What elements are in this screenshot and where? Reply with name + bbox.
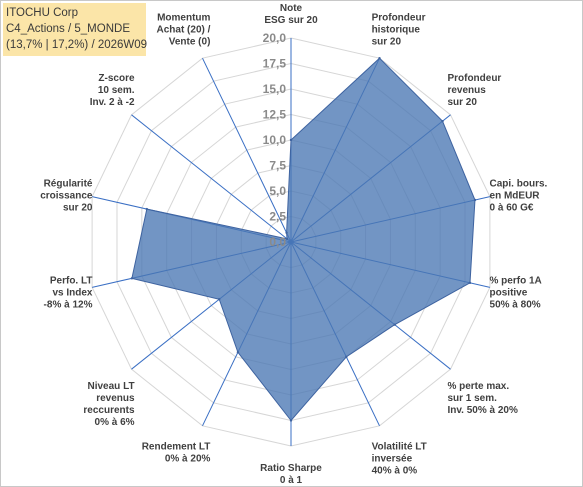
radar-axis-labels: Note ESG sur 20 Profondeur historique sur 20… bbox=[40, 3, 547, 486]
tick-label: 20,0 bbox=[263, 31, 287, 45]
tick-label: 0,0 bbox=[269, 235, 286, 249]
axis-label-line: Profondeur bbox=[447, 73, 501, 84]
axis-label-line: % perfo 1A bbox=[490, 276, 542, 287]
axis-label-line: % perte max. bbox=[447, 381, 509, 392]
axis-label-4: % perfo 1A positive 50% à 80% bbox=[490, 276, 542, 311]
axis-label-8: Rendement LT 0% à 20% bbox=[142, 441, 211, 464]
axis-label-6: Volatilité LT inversée 40% à 0% bbox=[372, 441, 427, 476]
axis-label-11: Régularité croissance sur 20 bbox=[40, 178, 93, 213]
axis-label-line: positive bbox=[490, 288, 528, 299]
axis-label-line: Perfo. LT bbox=[50, 276, 93, 287]
axis-label-line: sur 20 bbox=[372, 37, 402, 48]
axis-label-2: Profondeur revenus sur 20 bbox=[447, 73, 501, 108]
data-point-13 bbox=[285, 231, 288, 235]
axis-label-line: croissance bbox=[40, 190, 93, 201]
data-point-0 bbox=[289, 138, 293, 142]
axis-label-line: Vente (0) bbox=[169, 37, 211, 48]
axis-label-line: 40% à 0% bbox=[372, 465, 418, 476]
data-point-12 bbox=[285, 237, 289, 241]
tick-label: 15,0 bbox=[263, 82, 287, 96]
axis-label-0: Note ESG sur 20 bbox=[264, 3, 318, 26]
data-point-11 bbox=[145, 207, 149, 211]
spoke-12 bbox=[131, 114, 292, 243]
axis-label-line: sur 20 bbox=[447, 97, 477, 108]
axis-label-line: Note bbox=[280, 3, 303, 14]
axis-label-line: Volatilité LT bbox=[372, 441, 427, 452]
axis-label-line: Régularité bbox=[44, 178, 93, 189]
axis-label-line: Niveau LT bbox=[88, 381, 135, 392]
axis-label-line: reccurents bbox=[83, 405, 135, 416]
data-point-5 bbox=[393, 323, 396, 326]
company-name: ITOCHU Corp bbox=[6, 7, 78, 19]
axis-label-line: vs Index bbox=[52, 288, 92, 299]
tick-label: 10,0 bbox=[263, 133, 287, 147]
data-point-1 bbox=[378, 57, 381, 60]
axis-label-line: inversée bbox=[372, 453, 413, 464]
radar-series bbox=[130, 57, 477, 422]
data-point-3 bbox=[473, 198, 477, 202]
tick-label: 2,5 bbox=[269, 210, 286, 224]
tick-label: 7,5 bbox=[269, 159, 286, 173]
axis-label-3: Capi. bours. en MdEUR 0 à 60 G€ bbox=[490, 178, 548, 213]
axis-label-line: 0 à 1 bbox=[280, 475, 303, 486]
data-point-8 bbox=[236, 351, 240, 354]
axis-label-line: Inv. 2 à -2 bbox=[90, 97, 135, 108]
axis-label-line: en MdEUR bbox=[490, 190, 541, 201]
axis-label-10: Perfo. LT vs Index -8% à 12% bbox=[44, 276, 93, 311]
data-point-7 bbox=[289, 419, 293, 422]
category-label: C4_Actions / 5_MONDE bbox=[6, 23, 130, 35]
axis-label-line: 0 à 60 G€ bbox=[490, 202, 534, 213]
data-point-6 bbox=[345, 355, 348, 359]
axis-label-line: revenus bbox=[96, 393, 135, 404]
axis-label-line: Achat (20) / bbox=[157, 25, 211, 36]
data-point-2 bbox=[441, 119, 444, 123]
data-point-10 bbox=[130, 277, 134, 280]
axis-label-line: Z-score bbox=[98, 73, 135, 84]
axis-label-line: Inv. 50% à 20% bbox=[447, 405, 518, 416]
axis-label-7: Ratio Sharpe 0 à 1 bbox=[260, 463, 322, 486]
axis-label-line: Rendement LT bbox=[142, 441, 211, 452]
series-area bbox=[131, 57, 476, 422]
performance-week: (13,7% | 17,2%) / 2026W09 bbox=[6, 39, 148, 51]
tick-label: 12,5 bbox=[263, 108, 287, 122]
axis-label-5: % perte max. sur 1 sem. Inv. 50% à 20% bbox=[447, 381, 518, 416]
axis-label-line: Profondeur bbox=[372, 13, 426, 24]
axis-label-13: Momentum Achat (20) / Vente (0) bbox=[157, 13, 211, 48]
axis-label-12: Z-score 10 sem. Inv. 2 à -2 bbox=[90, 73, 135, 108]
tick-label: 5,0 bbox=[269, 184, 286, 198]
axis-label-line: 10 sem. bbox=[98, 85, 135, 96]
axis-label-line: revenus bbox=[447, 85, 486, 96]
axis-label-line: 0% à 20% bbox=[165, 453, 211, 464]
axis-label-1: Profondeur historique sur 20 bbox=[372, 13, 426, 48]
spoke-13 bbox=[202, 57, 292, 243]
axis-label-line: 50% à 80% bbox=[490, 300, 541, 311]
axis-label-line: historique bbox=[372, 25, 421, 36]
axis-label-line: 0% à 6% bbox=[95, 417, 135, 428]
axis-label-line: Capi. bours. bbox=[490, 178, 548, 189]
axis-label-line: sur 1 sem. bbox=[447, 393, 497, 404]
axis-label-line: Momentum bbox=[157, 13, 210, 24]
tick-label: 17,5 bbox=[263, 57, 287, 71]
axis-label-line: Ratio Sharpe bbox=[260, 463, 322, 474]
axis-label-9: Niveau LT revenus reccurents 0% à 6% bbox=[83, 381, 135, 428]
info-box: ITOCHU Corp C4_Actions / 5_MONDE (13,7% … bbox=[3, 3, 148, 56]
axis-label-line: sur 20 bbox=[63, 202, 93, 213]
data-point-9 bbox=[218, 298, 221, 301]
data-point-4 bbox=[468, 281, 472, 285]
axis-label-line: ESG sur 20 bbox=[264, 15, 318, 26]
radar-tick-labels: 0,0 2,5 5,0 7,5 10,0 12,5 15,0 17,5 20,0 bbox=[263, 31, 287, 249]
axis-label-line: -8% à 12% bbox=[44, 300, 93, 311]
